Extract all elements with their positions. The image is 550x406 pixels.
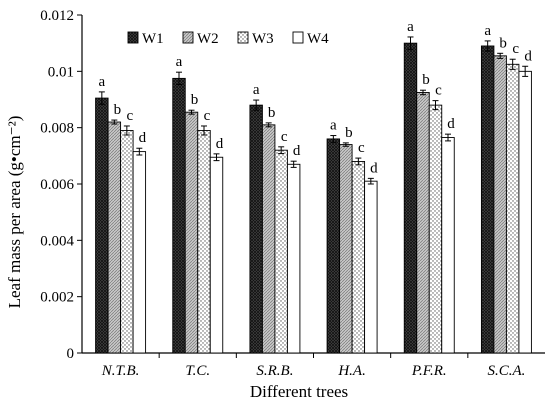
y-tick-label: 0.012 bbox=[40, 8, 74, 24]
y-tick-label: 0.004 bbox=[40, 233, 74, 249]
bar-w1 bbox=[172, 77, 186, 354]
bar-w3 bbox=[428, 104, 443, 354]
bar-w4 bbox=[364, 180, 378, 354]
bar-w1 bbox=[249, 104, 263, 354]
bar-w3 bbox=[120, 130, 134, 354]
significance-label: a bbox=[330, 118, 337, 134]
significance-label: c bbox=[435, 83, 442, 99]
significance-label: a bbox=[253, 82, 260, 98]
significance-label: d bbox=[293, 143, 301, 159]
significance-label: d bbox=[524, 48, 532, 64]
axes: 0 0.002 0.004 0.006 0.008 0.01 0.012 N.T.B. T.C.… bbox=[40, 8, 545, 379]
legend-swatch-w4 bbox=[292, 31, 304, 44]
bar-w1 bbox=[326, 138, 341, 354]
y-tick-label: 0.006 bbox=[40, 177, 74, 193]
legend-swatch-w2 bbox=[182, 31, 194, 44]
significance-label: a bbox=[484, 23, 491, 39]
bar-w3 bbox=[197, 130, 211, 354]
bar-w1 bbox=[403, 42, 418, 354]
bar-w2 bbox=[261, 124, 276, 354]
bar-w4 bbox=[441, 137, 455, 354]
significance-label: c bbox=[126, 108, 133, 124]
bar-w2 bbox=[107, 121, 122, 354]
significance-label: b bbox=[499, 35, 507, 51]
bar-w2 bbox=[416, 92, 430, 354]
significance-label: b bbox=[114, 102, 122, 118]
significance-label: b bbox=[345, 125, 353, 141]
bar-w3 bbox=[351, 161, 366, 354]
legend-swatch-w1 bbox=[127, 31, 139, 44]
bar-w2 bbox=[184, 111, 199, 354]
y-axis-title: Leaf mass per area (g•cm⁻²) bbox=[5, 116, 24, 309]
legend-label-w3: W3 bbox=[252, 31, 274, 47]
bar-w4 bbox=[286, 163, 301, 354]
bar-w2 bbox=[493, 55, 507, 354]
significance-label: c bbox=[204, 108, 211, 124]
legend-swatch-w3 bbox=[237, 31, 249, 44]
significance-label: d bbox=[139, 130, 147, 146]
x-category-label: S.C.A. bbox=[487, 363, 525, 379]
x-category-label: S.R.B. bbox=[256, 363, 293, 379]
significance-label: d bbox=[370, 160, 378, 176]
legend-label-w2: W2 bbox=[197, 31, 219, 47]
significance-label: d bbox=[216, 136, 224, 152]
x-category-label: P.F.R. bbox=[411, 363, 447, 379]
bar-w4 bbox=[209, 156, 224, 354]
legend-label-w4: W4 bbox=[307, 31, 329, 47]
bar-w2 bbox=[339, 144, 353, 354]
y-tick-label: 0.01 bbox=[48, 64, 74, 80]
legend: W1 W2 W3 W4 bbox=[127, 31, 329, 47]
bar-w1 bbox=[95, 97, 109, 354]
bar-w1 bbox=[480, 45, 495, 354]
bar-w4 bbox=[132, 151, 147, 354]
significance-label: d bbox=[447, 116, 455, 132]
y-tick-label: 0.002 bbox=[40, 290, 74, 306]
significance-label: a bbox=[407, 19, 414, 35]
x-category-label: T.C. bbox=[185, 363, 210, 379]
significance-label: a bbox=[98, 74, 105, 90]
y-tick-label: 0.008 bbox=[40, 121, 74, 137]
significance-label: b bbox=[268, 105, 276, 121]
significance-label: c bbox=[281, 129, 288, 145]
significance-label: c bbox=[358, 140, 365, 156]
legend-label-w1: W1 bbox=[142, 31, 164, 47]
x-axis-title: Different trees bbox=[250, 382, 348, 401]
y-tick-label: 0 bbox=[67, 346, 75, 362]
significance-label: c bbox=[512, 41, 519, 57]
bar-w3 bbox=[505, 63, 520, 354]
bar-w3 bbox=[274, 149, 288, 354]
significance-label: b bbox=[191, 92, 199, 108]
significance-label: b bbox=[422, 72, 430, 88]
significance-label: a bbox=[176, 54, 183, 70]
bar-w4 bbox=[518, 70, 532, 354]
x-category-label: N.T.B. bbox=[101, 363, 140, 379]
x-category-label: H.A. bbox=[337, 363, 366, 379]
